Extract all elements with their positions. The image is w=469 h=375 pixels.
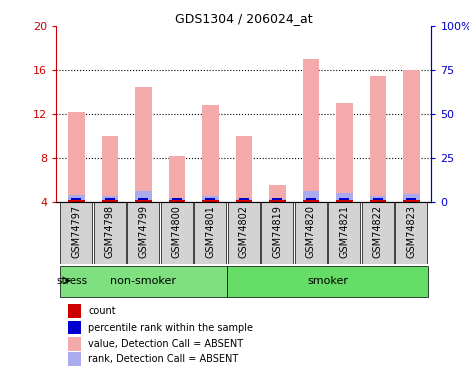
Bar [202, 196, 219, 202]
Bar [101, 200, 118, 202]
Bar [68, 112, 85, 202]
Bar [168, 200, 185, 202]
Bar [370, 200, 386, 202]
Text: GSM74823: GSM74823 [406, 205, 416, 258]
Bar [205, 198, 215, 200]
Text: rank, Detection Call = ABSENT: rank, Detection Call = ABSENT [88, 354, 238, 364]
Text: stress: stress [57, 276, 88, 286]
FancyBboxPatch shape [261, 202, 294, 264]
Bar [101, 196, 118, 202]
Bar [68, 337, 81, 351]
FancyBboxPatch shape [60, 266, 227, 297]
Bar [235, 200, 252, 202]
Bar [403, 194, 420, 202]
Bar [135, 190, 152, 202]
FancyBboxPatch shape [295, 202, 327, 264]
Bar [71, 198, 82, 200]
Bar [68, 304, 81, 318]
Bar [403, 200, 420, 202]
FancyBboxPatch shape [161, 202, 193, 264]
Text: non-smoker: non-smoker [110, 276, 176, 286]
Bar [172, 198, 182, 200]
Bar [336, 193, 353, 202]
Bar [101, 136, 118, 202]
Bar [235, 200, 252, 202]
Title: GDS1304 / 206024_at: GDS1304 / 206024_at [175, 12, 313, 25]
FancyBboxPatch shape [395, 202, 427, 264]
FancyBboxPatch shape [328, 202, 361, 264]
Bar [336, 200, 353, 202]
Text: percentile rank within the sample: percentile rank within the sample [88, 322, 253, 333]
Bar [336, 103, 353, 202]
FancyBboxPatch shape [227, 266, 428, 297]
Text: smoker: smoker [307, 276, 348, 286]
Bar [370, 75, 386, 202]
Text: GSM74819: GSM74819 [272, 205, 282, 258]
Text: GSM74820: GSM74820 [306, 205, 316, 258]
Bar [303, 59, 319, 202]
Bar [168, 156, 185, 202]
Text: GSM74802: GSM74802 [239, 205, 249, 258]
FancyBboxPatch shape [228, 202, 260, 264]
Text: GSM74799: GSM74799 [138, 205, 148, 258]
Bar [269, 200, 286, 202]
Bar [272, 198, 282, 200]
Bar [373, 198, 383, 200]
Bar [202, 200, 219, 202]
Bar [202, 105, 219, 202]
Bar [340, 198, 349, 200]
FancyBboxPatch shape [362, 202, 394, 264]
FancyBboxPatch shape [94, 202, 126, 264]
FancyBboxPatch shape [127, 202, 159, 264]
Bar [135, 87, 152, 202]
Bar [68, 352, 81, 366]
Text: count: count [88, 306, 116, 316]
Bar [135, 200, 152, 202]
Text: GSM74822: GSM74822 [373, 205, 383, 258]
Bar [269, 200, 286, 202]
Bar [303, 200, 319, 202]
Bar [68, 195, 85, 202]
Bar [68, 321, 81, 334]
Bar [403, 70, 420, 202]
Text: GSM74821: GSM74821 [340, 205, 349, 258]
Bar [138, 198, 148, 200]
Text: value, Detection Call = ABSENT: value, Detection Call = ABSENT [88, 339, 243, 349]
Bar [303, 190, 319, 202]
FancyBboxPatch shape [61, 202, 92, 264]
Text: GSM74797: GSM74797 [71, 205, 82, 258]
Bar [68, 200, 85, 202]
Text: GSM74801: GSM74801 [205, 205, 215, 258]
Bar [105, 198, 115, 200]
Bar [235, 136, 252, 202]
Text: GSM74800: GSM74800 [172, 205, 182, 258]
Bar [269, 185, 286, 202]
Bar [370, 196, 386, 202]
Bar [406, 198, 416, 200]
FancyBboxPatch shape [194, 202, 227, 264]
Text: GSM74798: GSM74798 [105, 205, 115, 258]
Bar [239, 198, 249, 200]
Bar [306, 198, 316, 200]
Bar [168, 198, 185, 202]
